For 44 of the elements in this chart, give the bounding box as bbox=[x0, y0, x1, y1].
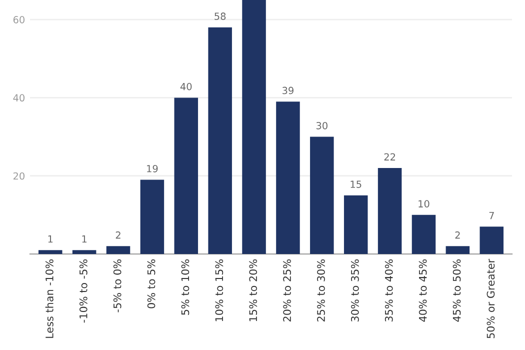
x-tick-label: 25% to 30% bbox=[317, 259, 325, 322]
data-label: 7 bbox=[489, 212, 494, 220]
bar bbox=[412, 214, 436, 254]
data-label: 1 bbox=[48, 235, 53, 243]
x-tick-label: 30% to 35% bbox=[351, 259, 359, 322]
x-tick-label: 15% to 20% bbox=[249, 259, 258, 322]
data-label: 2 bbox=[116, 231, 120, 239]
bar bbox=[276, 102, 300, 254]
x-tick-label: 45% to 50% bbox=[452, 259, 461, 322]
y-tick-label: 20 bbox=[13, 172, 24, 180]
data-label: 22 bbox=[384, 153, 396, 160]
x-tick-label: 0% to 5% bbox=[147, 259, 156, 308]
y-tick-label: 40 bbox=[13, 94, 24, 102]
x-tick-label: Less than -10% bbox=[45, 259, 54, 338]
bar bbox=[208, 27, 232, 254]
x-tick-label: 40% to 45% bbox=[418, 259, 427, 322]
x-tick-label: 5% to 10% bbox=[181, 259, 190, 315]
bar bbox=[378, 168, 402, 254]
data-label: 2 bbox=[455, 231, 460, 239]
bar bbox=[242, 0, 266, 254]
bar bbox=[38, 250, 62, 254]
data-label: 19 bbox=[147, 164, 158, 172]
data-label: 58 bbox=[214, 12, 226, 20]
x-tick-label: 35% to 40% bbox=[384, 259, 393, 322]
data-label: 10 bbox=[418, 200, 430, 208]
bar bbox=[106, 246, 130, 254]
x-tick-label: 50% or Greater bbox=[486, 258, 495, 338]
y-tick-label: 60 bbox=[13, 16, 24, 24]
x-tick-label: -10% to -5% bbox=[79, 259, 88, 323]
data-label: 30 bbox=[316, 122, 328, 130]
bar bbox=[140, 180, 164, 254]
data-label: 15 bbox=[350, 180, 362, 188]
bar bbox=[310, 136, 334, 254]
bar bbox=[174, 98, 198, 254]
data-label: 1 bbox=[82, 235, 87, 243]
x-tick-label: -5% to 0% bbox=[113, 259, 122, 312]
x-tick-label: 20% to 25% bbox=[283, 259, 291, 322]
bar bbox=[480, 226, 504, 254]
x-tick-label: 10% to 15% bbox=[215, 259, 224, 322]
bar bbox=[344, 195, 368, 254]
data-label: 40 bbox=[180, 82, 192, 90]
bar bbox=[72, 250, 96, 254]
bar bbox=[446, 246, 470, 254]
data-label: 39 bbox=[282, 86, 294, 94]
